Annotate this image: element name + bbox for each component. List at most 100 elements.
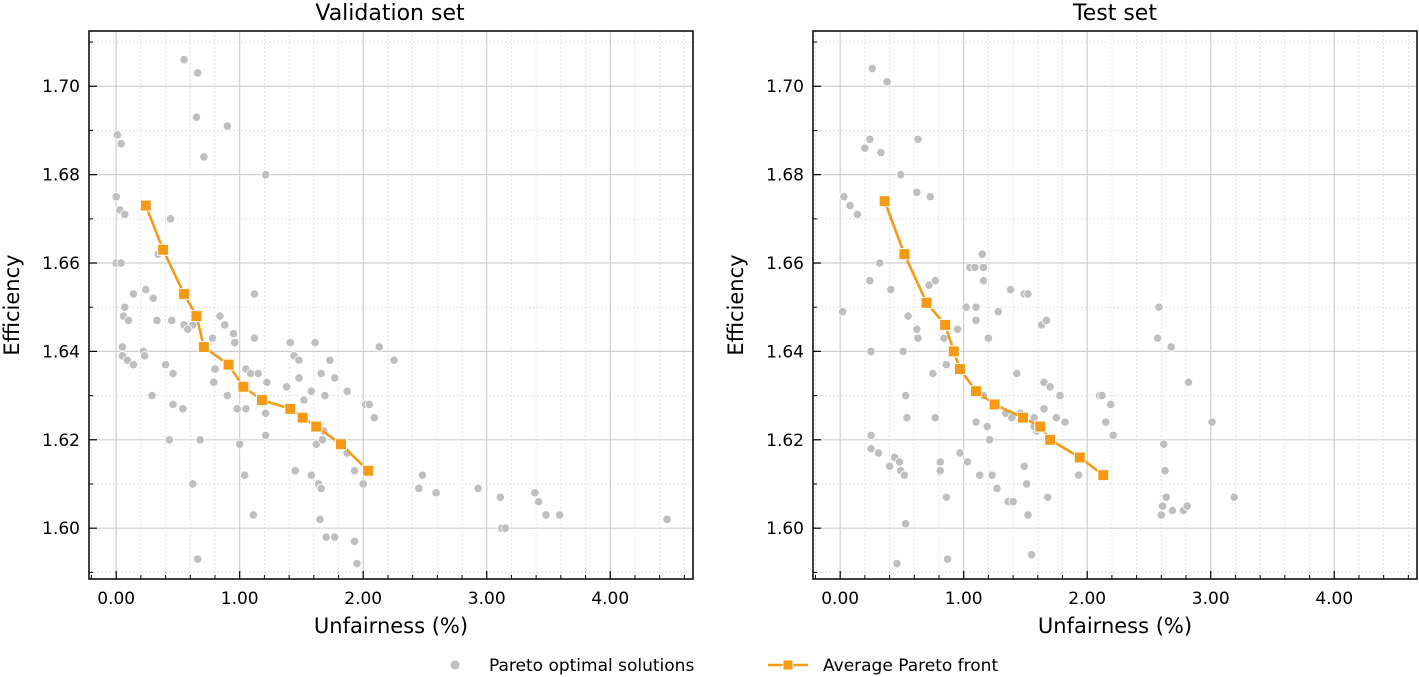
- pareto-front-marker: [1097, 469, 1110, 482]
- scatter-point: [896, 170, 906, 180]
- scatter-point: [1154, 302, 1164, 312]
- scatter-point: [939, 333, 949, 343]
- y-axis-label: Efficiency: [0, 254, 24, 355]
- scatter-point: [310, 337, 320, 348]
- scatter-point: [894, 457, 905, 467]
- scatter-point: [852, 209, 863, 220]
- chart-validation: Validation set 0.00 1.00 2.00 3.00 4.00 1.60 1…: [0, 1, 694, 638]
- scatter-point: [330, 532, 340, 542]
- scatter-point: [901, 390, 911, 401]
- scatter-point: [358, 479, 368, 489]
- chart-title: Validation set: [315, 1, 465, 26]
- scatter-point: [1006, 284, 1016, 295]
- pareto-front-marker: [190, 310, 203, 323]
- axes-frame: [88, 30, 694, 580]
- scatter-point: [215, 311, 225, 321]
- scatter-point: [315, 514, 325, 524]
- scatter-point: [865, 134, 875, 144]
- legend-square-marker: [782, 659, 794, 671]
- y-tick-label: 1.70: [766, 77, 804, 97]
- scatter-point: [866, 346, 876, 357]
- scatter-point: [913, 134, 923, 144]
- scatter-point: [320, 390, 330, 401]
- scatter-point: [1108, 430, 1118, 440]
- scatter-point: [952, 324, 963, 334]
- scatter-point: [555, 510, 565, 520]
- scatter-point: [330, 373, 340, 383]
- scatter-point: [342, 386, 352, 396]
- scatter-point: [903, 311, 913, 321]
- pareto-front-marker: [284, 402, 297, 415]
- scatter-point: [913, 333, 923, 343]
- x-tick-label: 2.00: [1068, 589, 1106, 609]
- scatter-point: [349, 466, 360, 476]
- scatter-point: [112, 130, 123, 140]
- scatter-point: [978, 262, 989, 273]
- scatter-point: [374, 342, 384, 352]
- scatter-point: [961, 302, 971, 312]
- scatter-point: [240, 470, 250, 480]
- scatter-point: [317, 435, 328, 445]
- pareto-front-marker: [939, 318, 952, 331]
- scatter-point: [290, 466, 300, 476]
- scatter-point: [253, 368, 263, 379]
- scatter-point: [1183, 377, 1194, 387]
- pareto-front-marker: [953, 363, 966, 376]
- y-tick-label: 1.62: [766, 431, 804, 451]
- grid: [813, 31, 1417, 579]
- scatter-point: [1182, 501, 1192, 511]
- scatter-point: [1023, 510, 1033, 520]
- x-axis-label: Unfairness (%): [314, 614, 468, 638]
- x-tick-label: 3.00: [1192, 589, 1230, 609]
- scatter-point: [912, 324, 922, 334]
- pareto-front-marker: [1034, 420, 1047, 433]
- scatter-point: [473, 483, 483, 494]
- scatter-point: [294, 355, 304, 365]
- scatter-point: [179, 55, 189, 65]
- ticks: 0.00 1.00 2.00 3.00 4.00 1.60 1.62 1.64 1.66 1.68…: [42, 41, 685, 609]
- pareto-front-marker: [988, 398, 1001, 411]
- pareto-front-marker: [920, 296, 933, 309]
- scatter-point: [1207, 417, 1217, 427]
- pareto-front-marker: [947, 345, 960, 358]
- scatter-point: [930, 276, 940, 286]
- scatter-point: [285, 337, 295, 348]
- x-tick-label: 2.00: [344, 589, 382, 609]
- scatter-point: [866, 444, 876, 454]
- scatter-point: [128, 360, 139, 370]
- scatter-point: [971, 315, 981, 326]
- scatter-point: [977, 249, 987, 259]
- chart-title: Test set: [1072, 1, 1157, 26]
- scatter-point: [1160, 466, 1170, 476]
- scatter-point: [147, 390, 157, 401]
- scatter-point: [978, 276, 989, 286]
- scatter-point: [117, 342, 127, 352]
- scatter-point: [1022, 479, 1032, 489]
- scatter-point: [1027, 550, 1037, 560]
- scatter-point: [1156, 510, 1166, 520]
- scatter-point: [248, 510, 258, 520]
- scatter-point: [838, 307, 848, 317]
- scatter-point: [1157, 501, 1168, 511]
- scatter-point: [534, 497, 544, 507]
- scatter-point: [193, 554, 203, 564]
- scatter-point: [325, 355, 335, 365]
- axes-frame: [812, 30, 1418, 580]
- scatter-point: [164, 435, 174, 445]
- pareto-front-marker: [1016, 411, 1029, 424]
- grid: [89, 31, 693, 579]
- scatter-point: [955, 448, 965, 458]
- pareto-front-marker: [178, 287, 191, 300]
- scatter-point: [306, 386, 316, 396]
- scatter-point: [500, 523, 510, 533]
- scatter-point: [1039, 377, 1049, 387]
- scatter-point: [165, 214, 176, 224]
- y-axis-label: Efficiency: [724, 254, 748, 355]
- scatter-point: [1101, 417, 1111, 427]
- scatter-point: [188, 479, 198, 489]
- scatter-point: [935, 466, 945, 476]
- scatter-point: [941, 492, 951, 502]
- scatter-point: [232, 404, 242, 414]
- scatter-point: [875, 258, 885, 268]
